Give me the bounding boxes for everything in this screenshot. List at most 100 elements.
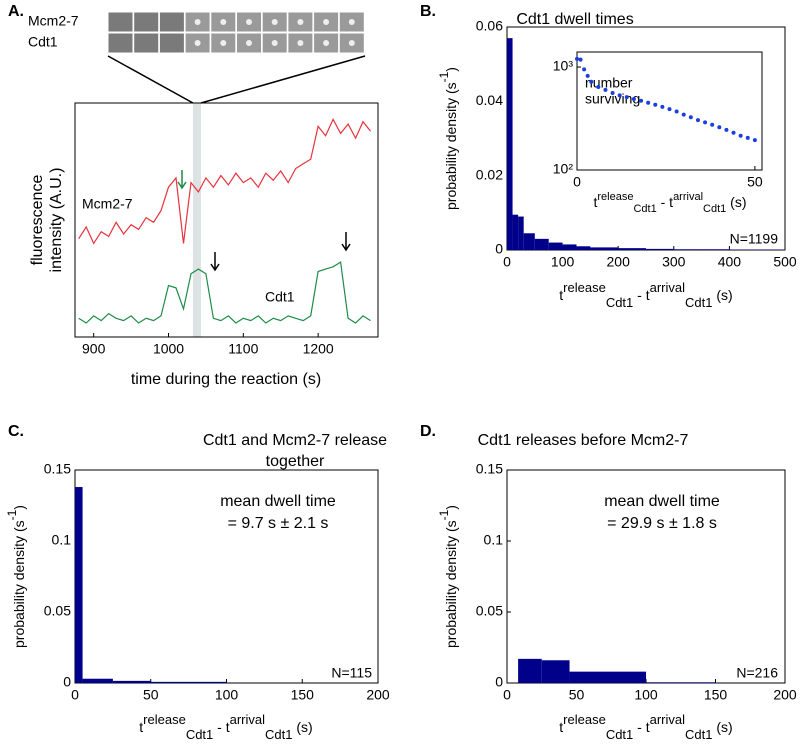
y-tick-label: 0.06 — [476, 18, 503, 34]
x-tick-label: 0 — [71, 687, 79, 703]
y-tick-label: 0.04 — [476, 92, 503, 108]
label-part: (s) — [726, 194, 746, 210]
label-part: arrival — [673, 191, 703, 203]
label-part: - t — [633, 287, 649, 303]
histogram-bar — [646, 248, 674, 250]
x-tick-label: 0 — [503, 254, 511, 270]
x-tick-label: 50 — [143, 687, 159, 703]
strip-spot — [271, 40, 278, 46]
scatter-point — [695, 118, 700, 123]
label-part: probability density (s — [443, 520, 459, 648]
x-tick-label: 100 — [215, 687, 239, 703]
label-part: Cdt1 — [265, 727, 292, 742]
label-part: Cdt1 — [186, 727, 213, 742]
y-tick-label: 0 — [495, 241, 503, 257]
y-tick-label: 0.1 — [484, 532, 504, 548]
x-tick-label: 1200 — [303, 341, 334, 357]
scatter-point — [653, 102, 658, 107]
label-part: release — [563, 280, 606, 295]
histogram-bar — [590, 247, 619, 250]
y-tick-label: 0 — [63, 674, 71, 690]
label-part: release — [563, 712, 606, 727]
scatter-point — [731, 130, 736, 135]
legend-label: Cdt1 — [28, 34, 58, 50]
y-tick-label: 0.15 — [476, 461, 503, 477]
scatter-point — [582, 67, 587, 72]
label-part: Cdt1 — [633, 203, 656, 215]
x-tick-label: 200 — [366, 687, 390, 703]
label-part: Cdt1 — [606, 727, 633, 742]
strip-spot — [246, 40, 252, 46]
strip-spot — [271, 19, 278, 25]
label-part: (s) — [293, 719, 313, 735]
x-tick-label: 150 — [291, 687, 315, 703]
scatter-point — [646, 100, 651, 105]
histogram-bar — [112, 680, 151, 683]
label-part: arrival — [230, 712, 266, 727]
y-axis-label: probability density (s-1) — [437, 505, 459, 648]
label-part: -1 — [5, 509, 19, 520]
histogram-bar — [673, 249, 702, 250]
histogram-bar — [523, 233, 535, 250]
annotation: = 29.9 s ± 1.8 s — [607, 515, 717, 532]
label-part: Cdt1 — [685, 727, 712, 742]
histogram-bar — [150, 681, 227, 683]
histogram-bar — [518, 658, 542, 683]
scatter-point — [703, 120, 708, 125]
label-part: - t — [633, 719, 649, 735]
scatter-point — [717, 125, 722, 130]
annotation: mean dwell time — [604, 493, 720, 510]
highlight-band — [193, 103, 201, 337]
scatter-point — [631, 96, 636, 101]
label-part: ) — [11, 505, 27, 510]
x-tick-label: 500 — [773, 254, 797, 270]
x-tick-label: 1000 — [153, 341, 184, 357]
label-part: (s) — [713, 719, 733, 735]
y-tick-label: 0 — [495, 674, 503, 690]
strip-spot — [194, 19, 201, 25]
scatter-point — [617, 93, 622, 98]
strip-spot — [297, 19, 304, 25]
panel-label: C. — [8, 423, 24, 440]
label-part: (s) — [713, 287, 733, 303]
scatter-point — [710, 122, 715, 127]
sample-size: N=115 — [331, 665, 372, 681]
x-tick-label: 0 — [503, 687, 511, 703]
y-tick-label: 0.05 — [476, 603, 503, 619]
scatter-point — [624, 95, 629, 100]
label-part: release — [143, 712, 186, 727]
label-part: -1 — [437, 509, 451, 520]
legend-label: Mcm2-7 — [28, 13, 79, 29]
annotation: = 9.7 s ± 2.1 s — [228, 515, 329, 532]
label-part: probability density (s — [443, 82, 459, 210]
strip-cell — [107, 11, 134, 33]
histogram-bar — [569, 671, 646, 683]
axes-frame — [74, 102, 379, 338]
series-line — [78, 118, 371, 245]
chart-title: Cdt1 dwell times — [516, 11, 633, 28]
label-part: Cdt1 — [685, 295, 712, 310]
x-tick-label: 1100 — [228, 341, 258, 357]
scatter-point — [603, 87, 608, 92]
strip-cell — [133, 11, 160, 33]
panel-label: D. — [420, 423, 436, 440]
histogram-bar — [512, 214, 519, 250]
x-tick-label: 50 — [569, 687, 585, 703]
scatter-point — [688, 115, 693, 120]
histogram-bar — [618, 248, 646, 250]
histogram-bar — [548, 242, 563, 250]
scatter-point — [752, 138, 757, 143]
strip-spot — [194, 40, 201, 46]
x-tick-label: 200 — [607, 254, 631, 270]
chart-title: Cdt1 releases before Mcm2-7 — [478, 432, 689, 449]
strip-cell — [133, 32, 160, 54]
strip-connector — [107, 55, 366, 104]
annotation: mean dwell time — [220, 493, 336, 510]
x-axis-label: treleaseCdt1 - tarrivalCdt1 (s) — [594, 191, 747, 215]
scatter-point — [596, 84, 601, 89]
scatter-point — [681, 112, 686, 117]
strip-spot — [323, 19, 330, 25]
y-tick-label: 0.05 — [44, 603, 71, 619]
scatter-point — [745, 135, 750, 140]
